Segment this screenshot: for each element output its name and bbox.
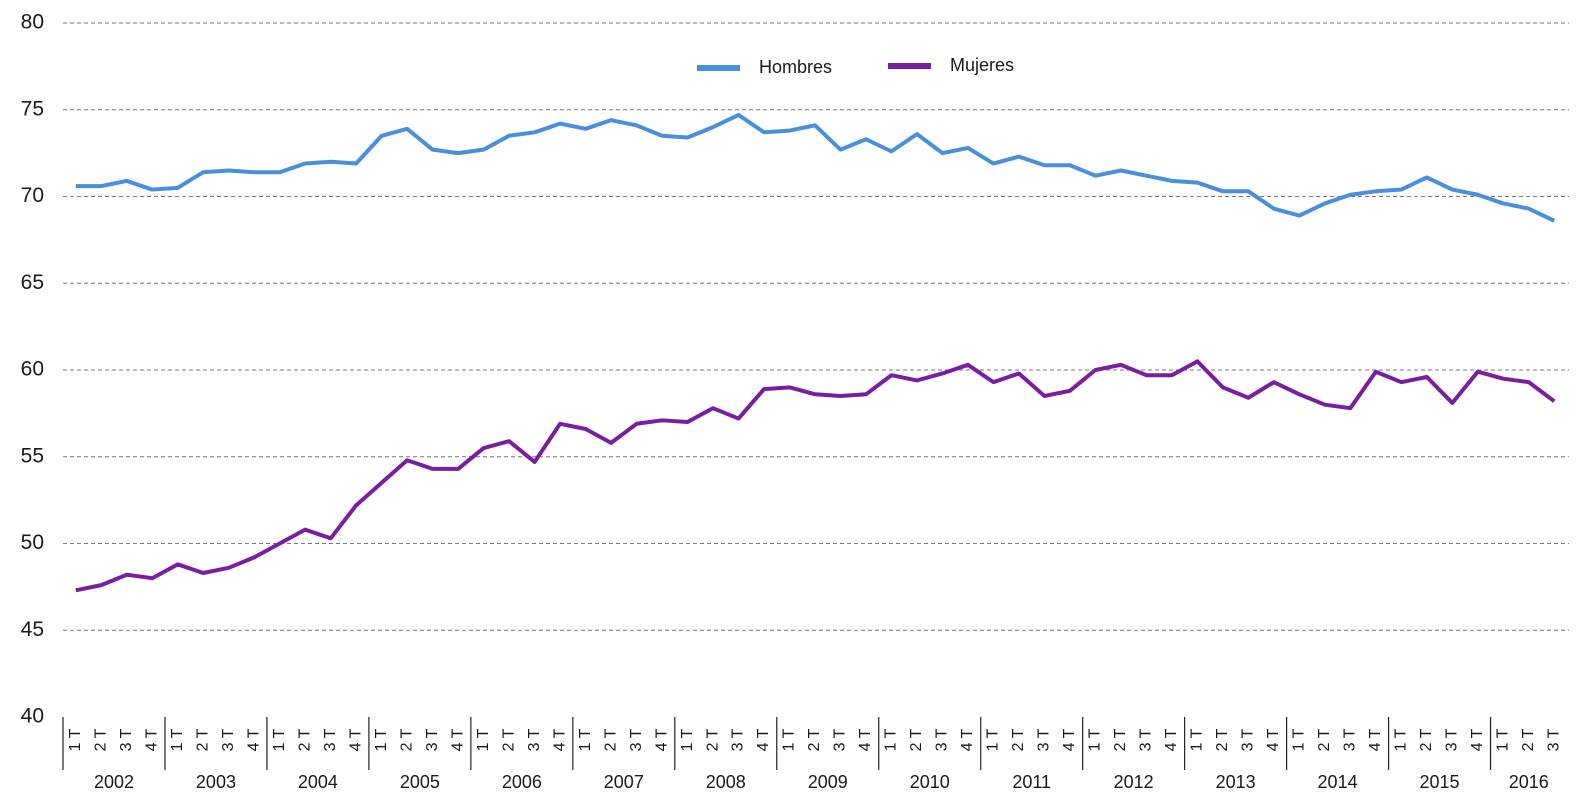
- x-tick-label: 4 T: [1061, 728, 1078, 751]
- x-tick-label: 1 T: [67, 728, 84, 751]
- x-tick-label: 2 T: [194, 728, 211, 751]
- x-tick-label: 3 T: [526, 728, 543, 751]
- x-tick-label: 1 T: [1087, 728, 1104, 751]
- x-tick-label: 3 T: [1240, 728, 1257, 751]
- x-tick-label: 4 T: [245, 728, 262, 751]
- x-tick-label: 1 T: [373, 728, 390, 751]
- x-tick-label: 2 T: [1418, 728, 1435, 751]
- x-tick-label: 1 T: [985, 728, 1002, 751]
- x-group-label: 2009: [808, 772, 848, 792]
- x-group-label: 2016: [1509, 772, 1549, 792]
- legend-label: Hombres: [759, 57, 832, 77]
- x-tick-label: 1 T: [1189, 728, 1206, 751]
- x-group-label: 2004: [298, 772, 338, 792]
- x-group-label: 2011: [1012, 772, 1051, 792]
- x-tick-label: 4 T: [143, 728, 160, 751]
- x-tick-label: 3 T: [1444, 728, 1461, 751]
- x-group-label: 2015: [1420, 772, 1460, 792]
- x-tick-label: 4 T: [449, 728, 466, 751]
- y-tick-label: 65: [21, 271, 44, 294]
- x-tick-label: 1 T: [169, 728, 186, 751]
- x-group-label: 2005: [400, 772, 440, 792]
- x-group-label: 2013: [1216, 772, 1256, 792]
- x-tick-label: 1 T: [1291, 728, 1308, 751]
- x-tick-label: 3 T: [1342, 728, 1359, 751]
- x-tick-label: 1 T: [883, 728, 900, 751]
- x-tick-label: 3 T: [730, 728, 747, 751]
- x-tick-label: 3 T: [118, 728, 135, 751]
- x-group-label: 2006: [502, 772, 542, 792]
- x-tick-label: 2 T: [602, 728, 619, 751]
- x-tick-label: 2 T: [296, 728, 313, 751]
- x-tick-label: 3 T: [628, 728, 645, 751]
- x-tick-label: 4 T: [1367, 728, 1384, 751]
- x-tick-label: 2 T: [1214, 728, 1231, 751]
- y-tick-label: 55: [21, 444, 44, 467]
- x-tick-label: 1 T: [781, 728, 798, 751]
- x-tick-label: 3 T: [832, 728, 849, 751]
- x-group-label: 2010: [910, 772, 950, 792]
- x-tick-label: 4 T: [1265, 728, 1282, 751]
- y-tick-label: 80: [21, 11, 44, 34]
- x-tick-label: 3 T: [424, 728, 441, 751]
- x-tick-label: 2 T: [908, 728, 925, 751]
- x-tick-label: 1 T: [679, 728, 696, 751]
- x-tick-label: 2 T: [806, 728, 823, 751]
- x-tick-label: 3 T: [1138, 728, 1155, 751]
- x-tick-label: 2 T: [704, 728, 721, 751]
- x-tick-label: 1 T: [475, 728, 492, 751]
- x-tick-label: 2 T: [1316, 728, 1333, 751]
- x-tick-label: 1 T: [1393, 728, 1410, 751]
- x-tick-label: 1 T: [1494, 728, 1511, 751]
- x-group-label: 2002: [94, 772, 134, 792]
- x-group-label: 2007: [604, 772, 644, 792]
- y-tick-label: 45: [21, 618, 44, 641]
- y-tick-label: 70: [21, 184, 44, 207]
- series-line: [75, 112, 1556, 223]
- legend-label: Mujeres: [950, 55, 1014, 75]
- x-tick-label: 4 T: [551, 728, 568, 751]
- y-tick-label: 40: [21, 705, 44, 728]
- x-tick-label: 4 T: [959, 728, 976, 751]
- x-tick-label: 1 T: [577, 728, 594, 751]
- series-line: [75, 359, 1556, 593]
- x-group-label: 2003: [196, 772, 236, 792]
- x-tick-label: 3 T: [1036, 728, 1053, 751]
- x-tick-label: 2 T: [398, 728, 415, 751]
- x-tick-label: 3 T: [934, 728, 951, 751]
- x-group-label: 2014: [1318, 772, 1358, 792]
- x-tick-label: 4 T: [857, 728, 874, 751]
- x-tick-label: 2 T: [1010, 728, 1027, 751]
- x-tick-label: 2 T: [1112, 728, 1129, 751]
- y-tick-label: 60: [21, 358, 44, 381]
- x-tick-label: 1 T: [271, 728, 288, 751]
- x-tick-label: 2 T: [92, 728, 109, 751]
- x-tick-label: 3 T: [220, 728, 237, 751]
- x-tick-label: 3 T: [1545, 728, 1562, 751]
- x-tick-label: 2 T: [1520, 728, 1537, 751]
- x-tick-label: 4 T: [755, 728, 772, 751]
- x-tick-label: 4 T: [653, 728, 670, 751]
- x-tick-label: 4 T: [1163, 728, 1180, 751]
- x-tick-label: 4 T: [347, 728, 364, 751]
- x-tick-label: 3 T: [322, 728, 339, 751]
- x-tick-label: 2 T: [500, 728, 517, 751]
- y-tick-label: 75: [21, 97, 44, 120]
- y-tick-label: 50: [21, 531, 44, 554]
- x-group-label: 2008: [706, 772, 746, 792]
- x-group-label: 2012: [1114, 772, 1154, 792]
- x-tick-label: 4 T: [1469, 728, 1486, 751]
